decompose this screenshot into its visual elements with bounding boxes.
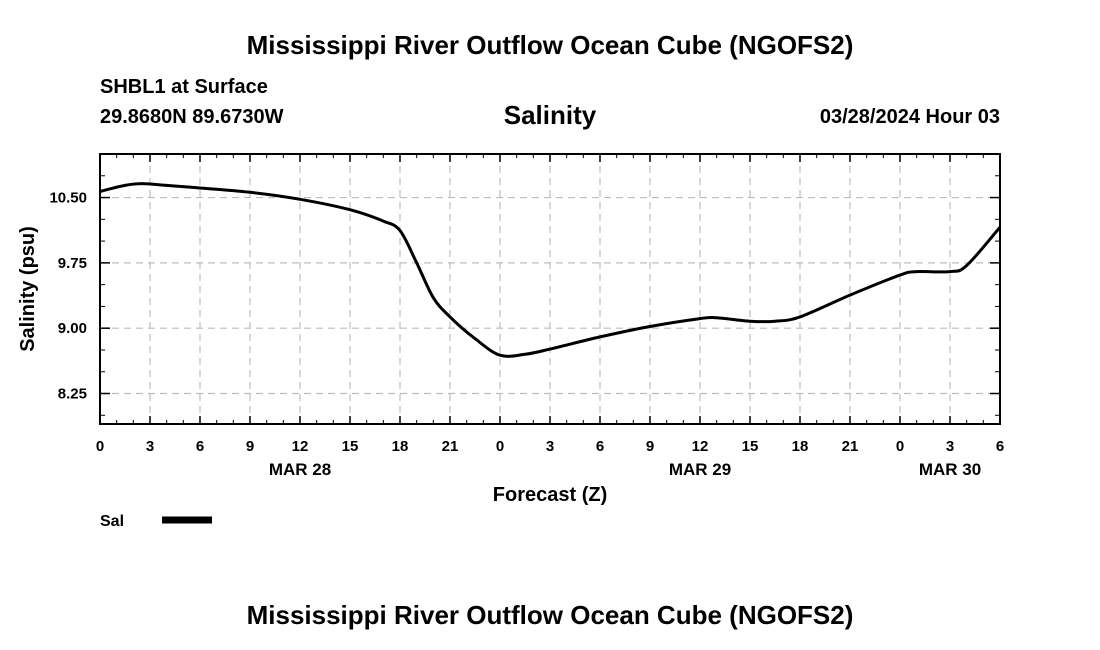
x-tick-label: 6 bbox=[596, 438, 604, 455]
station-label: SHBL1 at Surface bbox=[100, 76, 268, 98]
footer-title: Mississippi River Outflow Ocean Cube (NG… bbox=[246, 600, 854, 630]
y-tick-label: 8.25 bbox=[58, 386, 87, 403]
x-tick-label: 6 bbox=[996, 438, 1004, 455]
x-tick-label: 9 bbox=[646, 438, 654, 455]
y-tick-label: 9.00 bbox=[58, 320, 87, 337]
page-title: Mississippi River Outflow Ocean Cube (NG… bbox=[246, 30, 854, 60]
date-label: MAR 29 bbox=[669, 460, 731, 479]
y-tick-label: 9.75 bbox=[58, 255, 87, 272]
x-tick-label: 21 bbox=[842, 438, 859, 455]
series-lines bbox=[99, 182, 1002, 358]
x-axis-title: Forecast (Z) bbox=[493, 484, 607, 506]
y-axis-title: Salinity (psu) bbox=[17, 226, 39, 352]
ticks bbox=[99, 154, 1001, 424]
x-tick-label: 3 bbox=[946, 438, 954, 455]
axis-labels: 0 3 6 9 12 15 18 21 0 3 6 9 12 15 18 21 0 3 6 MAR 28 MAR 29 M… bbox=[49, 190, 1004, 479]
x-tick-label: 0 bbox=[496, 438, 504, 455]
coordinates-label: 29.8680N 89.6730W bbox=[100, 106, 284, 128]
x-tick-label: 21 bbox=[442, 438, 459, 455]
x-tick-label: 12 bbox=[292, 438, 309, 455]
date-label: MAR 28 bbox=[269, 460, 331, 479]
y-tick-label: 10.50 bbox=[49, 190, 87, 207]
forecast-datetime: 03/28/2024 Hour 03 bbox=[819, 106, 1000, 128]
series-line-sal bbox=[99, 182, 1002, 358]
x-tick-label: 12 bbox=[692, 438, 709, 455]
x-tick-label: 6 bbox=[196, 438, 204, 455]
chart-title: Salinity bbox=[503, 100, 597, 130]
grid bbox=[100, 154, 1000, 424]
x-tick-label: 3 bbox=[546, 438, 554, 455]
x-tick-label: 0 bbox=[896, 438, 904, 455]
date-label: MAR 30 bbox=[919, 460, 981, 479]
x-tick-label: 18 bbox=[792, 438, 809, 455]
legend-label: Sal bbox=[100, 513, 124, 530]
x-tick-label: 18 bbox=[392, 438, 409, 455]
x-tick-label: 15 bbox=[342, 438, 359, 455]
x-tick-label: 0 bbox=[96, 438, 104, 455]
x-tick-label: 15 bbox=[742, 438, 759, 455]
x-tick-label: 3 bbox=[146, 438, 154, 455]
legend: Sal bbox=[100, 513, 212, 530]
x-tick-label: 9 bbox=[246, 438, 254, 455]
